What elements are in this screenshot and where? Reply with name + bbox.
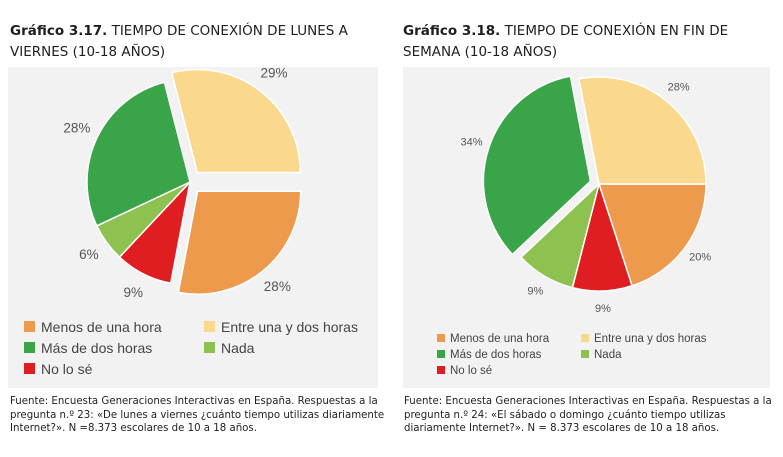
legend-swatch <box>204 321 215 333</box>
legend-item-nolose: No lo sé <box>437 365 492 377</box>
chart-title-number: Gráfico 3.18. <box>403 23 501 39</box>
pie-slice-menos-de-una-hora <box>597 183 707 287</box>
legend-item-nada: Nada <box>581 349 622 361</box>
chart-panel-weekdays: Gráfico 3.17. TIEMPO DE CONEXIÓN DE LUNE… <box>8 21 385 434</box>
legend-item-menos: Menos de una hora <box>437 333 549 345</box>
legend-item-mas: Más de dos horas <box>24 340 152 356</box>
legend-swatch <box>437 365 445 374</box>
slice-value-label: 29% <box>260 67 287 80</box>
chart-area: 28% 9% 6% 28% 29% Menos de una hora Entre un… <box>8 67 378 388</box>
legend-label: Más de dos horas <box>41 340 153 356</box>
legend-item-entre: Entre una y dos horas <box>581 333 707 345</box>
legend-item-nolose: No lo sé <box>24 361 92 377</box>
pie-slice-menos-de-una-hora <box>177 190 302 295</box>
legend-swatch <box>24 321 35 333</box>
chart-area: 20% 9% 9% 34% 28% Menos de una hora Entre un… <box>403 67 770 388</box>
slice-value-label: 34% <box>461 136 483 148</box>
chart-panel-weekend: Gráfico 3.18. TIEMPO DE CONEXIÓN EN FIN … <box>392 0 783 457</box>
chart-title: Gráfico 3.18. TIEMPO DE CONEXIÓN EN FIN … <box>403 21 778 63</box>
pie-slice-nada <box>519 181 601 289</box>
legend-item-mas: Más de dos horas <box>437 349 541 361</box>
legend-item-nada: Nada <box>204 340 254 356</box>
chart-title-text: TIEMPO DE CONEXIÓN DE LUNES A VIERNES (1… <box>10 23 348 60</box>
pie-slice-entre-una-y-dos-horas <box>578 76 707 185</box>
chart-title-number: Gráfico 3.17. <box>10 23 108 39</box>
legend-label: No lo sé <box>450 365 493 377</box>
pie-chart-weekend: 20% 9% 9% 34% 28% <box>461 75 711 315</box>
legend-swatch <box>581 349 589 358</box>
slice-value-label: 20% <box>689 251 711 263</box>
pie-chart-weekdays: 28% 9% 6% 28% 29% <box>63 67 302 300</box>
legend-swatch <box>204 342 215 354</box>
chart-title-text: TIEMPO DE CONEXIÓN EN FIN DE SEMANA (10-… <box>403 23 729 60</box>
legend-item-entre: Entre una y dos horas <box>204 319 358 335</box>
legend-swatch <box>437 333 445 342</box>
slice-value-label: 28% <box>668 82 690 94</box>
legend-label: Más de dos horas <box>450 349 542 361</box>
legend-swatch <box>24 363 35 375</box>
legend-label: No lo sé <box>41 361 93 377</box>
legend-label: Nada <box>221 340 255 356</box>
slice-value-label: 28% <box>264 279 291 294</box>
slice-value-label: 9% <box>123 285 143 300</box>
legend-label: Entre una y dos horas <box>221 319 358 335</box>
legend-item-menos: Menos de una hora <box>24 319 162 335</box>
legend-label: Menos de una hora <box>41 319 162 335</box>
legend-label: Entre una y dos horas <box>594 333 707 345</box>
chart-source-note: Fuente: Encuesta Generaciones Interactiv… <box>404 396 772 434</box>
legend-swatch <box>581 333 589 342</box>
pie-slice-mas-de-dos-horas <box>86 81 191 227</box>
slice-value-label: 9% <box>595 303 611 315</box>
legend-label: Menos de una hora <box>450 333 550 345</box>
chart-source-note: Fuente: Encuesta Generaciones Interactiv… <box>10 396 385 434</box>
slice-value-label: 9% <box>527 285 543 297</box>
slice-value-label: 28% <box>63 120 90 135</box>
slice-value-label: 6% <box>79 247 99 262</box>
legend-swatch <box>24 342 35 354</box>
chart-title: Gráfico 3.17. TIEMPO DE CONEXIÓN DE LUNE… <box>10 21 380 63</box>
legend-swatch <box>437 349 445 358</box>
legend-label: Nada <box>594 349 622 361</box>
pie-slice-entre-una-y-dos-horas <box>170 68 302 174</box>
pie-slice-mas-de-dos-horas <box>482 75 592 256</box>
